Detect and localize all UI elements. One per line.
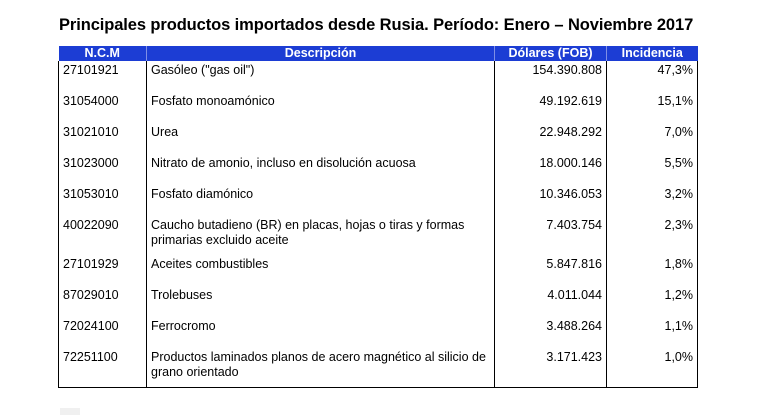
cell-descripcion: Urea xyxy=(146,123,495,154)
products-table: N.C.M Descripción Dólares (FOB) Incidenc… xyxy=(58,46,698,388)
cell-incidencia: 1,2% xyxy=(606,286,698,317)
cell-ncm: 31021010 xyxy=(58,123,147,154)
cell-descripcion: Trolebuses xyxy=(146,286,495,317)
cell-ncm: 31023000 xyxy=(58,154,147,185)
cell-dolares: 18.000.146 xyxy=(494,154,607,185)
cell-dolares: 22.948.292 xyxy=(494,123,607,154)
table-row: 31053010 Fosfato diamónico 10.346.053 3,… xyxy=(58,185,698,216)
cell-descripcion: Aceites combustibles xyxy=(146,255,495,286)
header-dolares: Dólares (FOB) xyxy=(494,46,607,61)
table-row: 72251100 Productos laminados planos de a… xyxy=(58,348,698,388)
header-ncm: N.C.M xyxy=(58,46,147,61)
header-descripcion: Descripción xyxy=(146,46,495,61)
table-row: 31023000 Nitrato de amonio, incluso en d… xyxy=(58,154,698,185)
cell-descripcion: Fosfato diamónico xyxy=(146,185,495,216)
cell-dolares: 5.847.816 xyxy=(494,255,607,286)
cell-descripcion: Productos laminados planos de acero magn… xyxy=(146,348,495,388)
cell-incidencia: 3,2% xyxy=(606,185,698,216)
cell-incidencia: 1,8% xyxy=(606,255,698,286)
cell-ncm: 31054000 xyxy=(58,92,147,123)
cell-ncm: 40022090 xyxy=(58,216,147,255)
cell-descripcion: Fosfato monoamónico xyxy=(146,92,495,123)
cell-incidencia: 2,3% xyxy=(606,216,698,255)
cell-descripcion: Gasóleo ("gas oil") xyxy=(146,61,495,92)
cell-dolares: 4.011.044 xyxy=(494,286,607,317)
cell-incidencia: 1,0% xyxy=(606,348,698,388)
cell-ncm: 72251100 xyxy=(58,348,147,388)
cell-ncm: 87029010 xyxy=(58,286,147,317)
header-incidencia: Incidencia xyxy=(606,46,698,61)
table-row: 31021010 Urea 22.948.292 7,0% xyxy=(58,123,698,154)
cell-incidencia: 1,1% xyxy=(606,317,698,348)
cell-descripcion: Ferrocromo xyxy=(146,317,495,348)
table-row: 27101929 Aceites combustibles 5.847.816 … xyxy=(58,255,698,286)
table-row: 31054000 Fosfato monoamónico 49.192.619 … xyxy=(58,92,698,123)
table-row: 27101921 Gasóleo ("gas oil") 154.390.808… xyxy=(58,61,698,92)
page-title: Principales productos importados desde R… xyxy=(59,16,694,34)
table-header: N.C.M Descripción Dólares (FOB) Incidenc… xyxy=(58,46,698,61)
cell-ncm: 27101929 xyxy=(58,255,147,286)
cell-descripcion: Nitrato de amonio, incluso en disolución… xyxy=(146,154,495,185)
cell-ncm: 31053010 xyxy=(58,185,147,216)
cell-ncm: 72024100 xyxy=(58,317,147,348)
table-body: 27101921 Gasóleo ("gas oil") 154.390.808… xyxy=(58,61,698,388)
table-row: 40022090 Caucho butadieno (BR) en placas… xyxy=(58,216,698,255)
cell-dolares: 49.192.619 xyxy=(494,92,607,123)
header-row: N.C.M Descripción Dólares (FOB) Incidenc… xyxy=(58,46,698,61)
table-row: 72024100 Ferrocromo 3.488.264 1,1% xyxy=(58,317,698,348)
table-row: 87029010 Trolebuses 4.011.044 1,2% xyxy=(58,286,698,317)
cell-ncm: 27101921 xyxy=(58,61,147,92)
cell-incidencia: 15,1% xyxy=(606,92,698,123)
cell-descripcion: Caucho butadieno (BR) en placas, hojas o… xyxy=(146,216,495,255)
cell-incidencia: 47,3% xyxy=(606,61,698,92)
cell-dolares: 3.171.423 xyxy=(494,348,607,388)
cell-dolares: 3.488.264 xyxy=(494,317,607,348)
cell-dolares: 10.346.053 xyxy=(494,185,607,216)
page-corner-mark xyxy=(60,408,80,415)
cell-dolares: 154.390.808 xyxy=(494,61,607,92)
cell-dolares: 7.403.754 xyxy=(494,216,607,255)
cell-incidencia: 5,5% xyxy=(606,154,698,185)
cell-incidencia: 7,0% xyxy=(606,123,698,154)
